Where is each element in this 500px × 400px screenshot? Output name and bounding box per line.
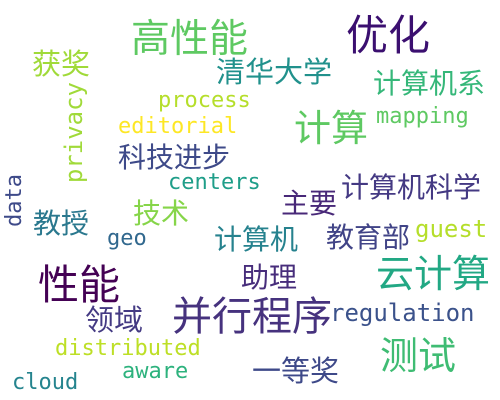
word-zhuyao: 主要 <box>281 187 338 220</box>
word-xingneng: 性能 <box>38 261 120 309</box>
word-yunjisuan: 云计算 <box>376 252 491 296</box>
word-privacy: privacy <box>60 82 88 184</box>
word-kejijinbu: 科技进步 <box>118 141 231 174</box>
word-jisuanjixi: 计算机系 <box>373 67 486 100</box>
word-geo: geo <box>107 226 147 251</box>
word-bingxingchengxu: 并行程序 <box>172 294 332 340</box>
word-ceshi: 测试 <box>380 334 457 378</box>
word-jiaoyubu: 教育部 <box>326 221 411 254</box>
word-mapping: mapping <box>376 104 469 129</box>
word-guest: guest <box>415 215 488 243</box>
word-aware: aware <box>122 359 189 384</box>
word-jisuanji: 计算机 <box>214 223 299 256</box>
word-qinghuadaxue: 清华大学 <box>216 55 333 89</box>
word-centers: centers <box>168 170 261 195</box>
word-youhua: 优化 <box>346 11 431 60</box>
word-distributed: distributed <box>55 336 201 361</box>
word-editorial: editorial <box>118 114 238 139</box>
word-jisuanjikexue: 计算机科学 <box>341 171 482 204</box>
word-huojiang: 获奖 <box>32 47 91 81</box>
word-data: data <box>2 174 27 227</box>
word-jiaoshou: 教授 <box>33 207 90 240</box>
word-lingyu: 领域 <box>85 303 144 337</box>
word-zhuli: 助理 <box>241 261 298 294</box>
word-cloud: cloud <box>12 370 79 395</box>
word-jisuan: 计算 <box>294 107 368 150</box>
word-gaoxingneng: 高性能 <box>131 17 249 62</box>
word-yidengjiang: 一等奖 <box>252 354 340 388</box>
word-jishu: 技术 <box>133 197 190 230</box>
word-process: process <box>158 88 251 113</box>
word-regulation: regulation <box>330 299 475 327</box>
